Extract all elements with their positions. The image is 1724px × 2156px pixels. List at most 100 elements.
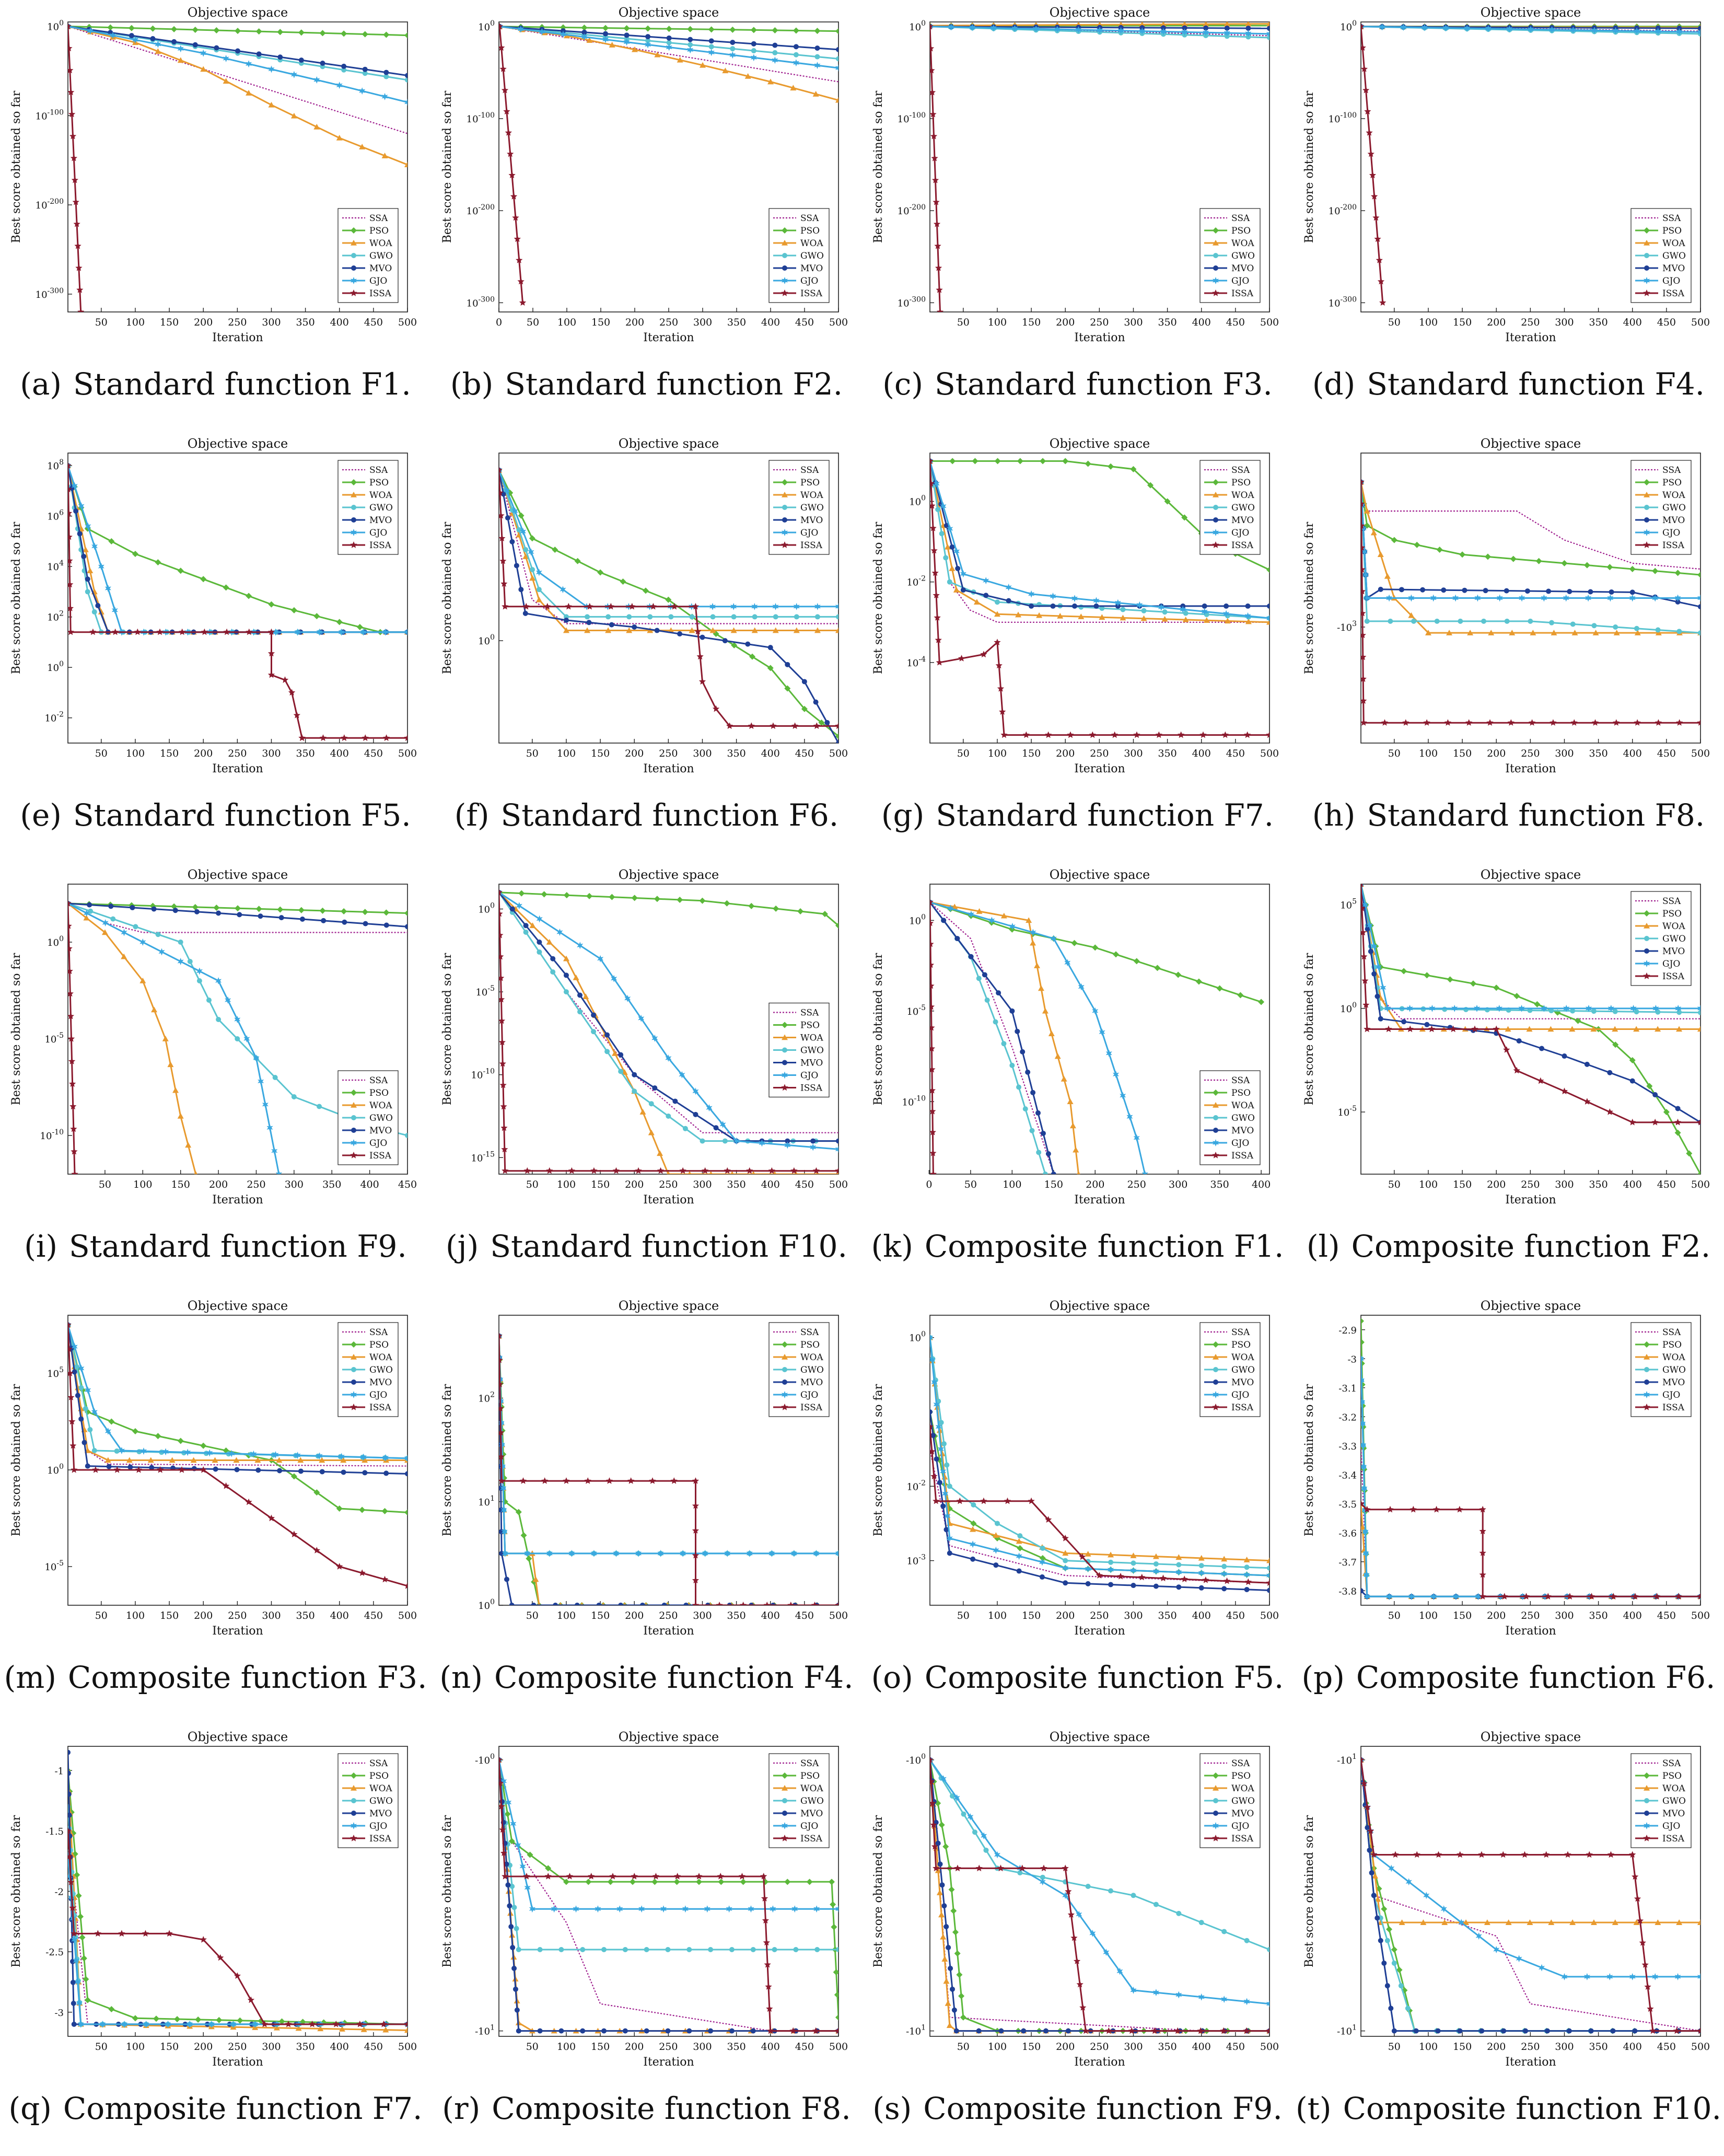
issa-marker <box>1045 731 1052 738</box>
woa-marker <box>793 627 800 633</box>
gjo-marker <box>1361 1398 1366 1406</box>
mvo-marker <box>87 902 92 908</box>
issa-marker <box>698 678 706 685</box>
x-tick-label: 500 <box>1691 748 1710 759</box>
mvo-marker <box>319 1469 325 1475</box>
issa-marker <box>319 734 327 741</box>
gjo-marker <box>704 1905 710 1913</box>
gjo-marker <box>556 929 563 936</box>
legend-label-pso: PSO <box>369 226 389 236</box>
issa-marker <box>68 922 72 929</box>
pso-marker <box>1092 944 1099 951</box>
mvo-marker <box>700 634 705 640</box>
x-tick-label: 450 <box>795 317 814 328</box>
gjo-marker <box>679 1071 685 1079</box>
mvo-marker <box>574 1603 580 1605</box>
issa-marker <box>500 1849 507 1856</box>
issa-marker <box>1371 193 1378 200</box>
legend-woa-marker <box>782 1354 788 1360</box>
gwo-marker <box>1120 607 1126 612</box>
gjo-marker <box>560 30 566 38</box>
legend-label-woa: WOA <box>1231 1352 1254 1363</box>
issa-marker <box>930 1129 936 1135</box>
issa-marker <box>135 1466 143 1473</box>
legend-label-gwo: GWO <box>800 1796 824 1806</box>
y-tick-label: 104 <box>47 559 64 573</box>
pso-marker <box>952 1929 959 1935</box>
issa-marker <box>178 1466 185 1473</box>
pso-marker <box>404 1509 407 1516</box>
mvo-marker <box>577 992 583 998</box>
woa-marker <box>584 627 591 633</box>
issa-marker <box>1062 1864 1069 1872</box>
gjo-marker <box>155 40 161 48</box>
x-tick-label: 250 <box>659 1610 678 1621</box>
x-tick-label: 300 <box>1555 1179 1574 1190</box>
chart-panel-g: Objective space 50 100 150 200 250 300 350 400 45… <box>862 431 1293 862</box>
pso-marker <box>828 1879 835 1885</box>
pso-marker <box>1470 980 1476 987</box>
x-tick-label: 50 <box>1388 1610 1401 1621</box>
pso-marker <box>298 907 305 913</box>
gwo-marker <box>752 614 758 620</box>
mvo-marker <box>836 1138 838 1144</box>
gjo-marker <box>1408 1593 1415 1601</box>
issa-marker <box>404 734 407 741</box>
woa-marker <box>1030 940 1036 946</box>
x-tick-label: 400 <box>1623 748 1642 759</box>
x-tick-label: 500 <box>1691 2041 1710 2053</box>
legend-gwo-marker <box>1213 1798 1218 1803</box>
issa-marker <box>1361 544 1366 551</box>
legend-woa-marker <box>782 240 788 246</box>
gjo-marker <box>1030 929 1036 936</box>
issa-marker <box>519 1477 527 1484</box>
y-tick-label: -2.9 <box>1338 1325 1357 1336</box>
series-pso <box>499 1756 838 2021</box>
mvo-marker <box>510 1945 516 1951</box>
legend-issa-marker <box>350 289 357 296</box>
pso-marker <box>213 27 220 34</box>
issa-marker <box>740 1602 747 1605</box>
mvo-marker <box>939 1882 945 1888</box>
issa-marker <box>1471 1025 1478 1033</box>
legend-label-gjo: GJO <box>1231 1390 1249 1400</box>
x-tick-label: 250 <box>228 748 247 759</box>
legend-label-gjo: GJO <box>369 1821 387 1832</box>
woa-marker <box>313 123 320 130</box>
gwo-marker <box>1153 1561 1159 1567</box>
mvo-marker <box>688 37 693 42</box>
mvo-marker <box>632 624 637 630</box>
issa-marker <box>510 193 518 200</box>
mvo-marker <box>1424 1022 1430 1027</box>
issa-marker <box>1372 214 1380 221</box>
woa-marker <box>362 1457 368 1463</box>
series-issa <box>68 900 78 1174</box>
issa-marker <box>612 1167 620 1174</box>
issa-marker <box>267 628 275 635</box>
series-woa <box>930 899 1080 1174</box>
series-gjo <box>930 1334 1269 1580</box>
woa-marker <box>1130 1552 1137 1558</box>
pso-marker <box>1652 567 1659 574</box>
mvo-marker <box>947 1550 952 1556</box>
mvo-marker <box>68 1770 71 1776</box>
issa-marker <box>71 1466 78 1473</box>
issa-marker <box>1174 2027 1181 2034</box>
gjo-marker <box>1518 1004 1525 1012</box>
woa-marker <box>1175 1554 1182 1560</box>
gwo-marker <box>362 71 368 76</box>
x-tick-label: 150 <box>1453 1179 1472 1190</box>
legend-issa-marker <box>781 1404 788 1410</box>
x-tick-label: 200 <box>1487 2041 1506 2053</box>
legend-gjo-marker <box>350 1139 357 1146</box>
issa-marker <box>1570 719 1578 726</box>
legend-gjo-marker <box>1212 1822 1219 1829</box>
mvo-marker <box>1244 1586 1250 1592</box>
legend-label-woa: WOA <box>800 1783 823 1794</box>
gjo-marker <box>515 1841 521 1849</box>
legend-label-woa: WOA <box>800 238 823 249</box>
legend-pso-marker <box>351 1089 357 1096</box>
series-mvo <box>1361 1757 1700 2034</box>
x-tick-label: 200 <box>625 2041 644 2053</box>
